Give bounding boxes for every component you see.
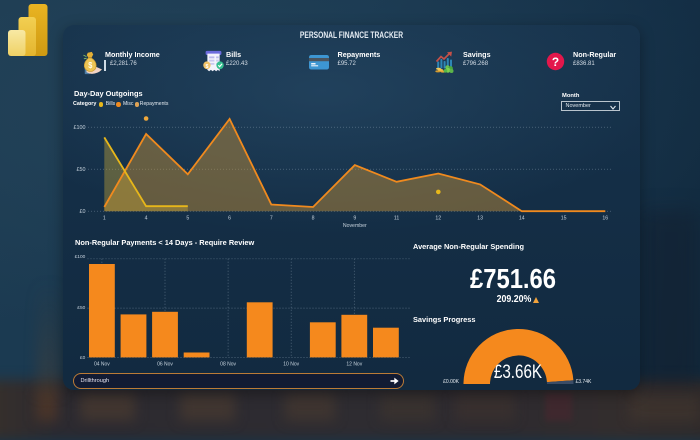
svg-text:?: ? (552, 54, 559, 68)
svg-text:6: 6 (228, 216, 231, 222)
svg-text:12: 12 (435, 216, 441, 222)
svg-text:5: 5 (186, 216, 189, 222)
svg-text:4: 4 (145, 216, 148, 222)
svg-text:$: $ (205, 63, 208, 69)
svg-text:$: $ (88, 61, 93, 70)
svg-text:8: 8 (312, 216, 315, 222)
svg-text:£0: £0 (80, 355, 86, 361)
svg-text:13: 13 (477, 216, 483, 222)
svg-text:12 Nov: 12 Nov (346, 362, 362, 368)
svg-text:9: 9 (353, 216, 356, 222)
svg-text:10 Nov: 10 Nov (283, 362, 299, 368)
svg-text:1: 1 (103, 216, 106, 222)
svg-text:14: 14 (519, 216, 525, 222)
svg-text:£50: £50 (77, 167, 86, 173)
svg-text:11: 11 (394, 216, 399, 222)
svg-text:£100: £100 (75, 254, 86, 260)
svg-text:£50: £50 (77, 305, 85, 311)
svg-text:November: November (343, 223, 367, 229)
svg-text:£0: £0 (80, 209, 86, 215)
svg-text:08 Nov: 08 Nov (220, 362, 236, 368)
svg-text:16: 16 (602, 216, 608, 222)
svg-text:15: 15 (561, 216, 567, 222)
svg-text:£100: £100 (74, 125, 86, 131)
svg-text:06 Nov: 06 Nov (157, 362, 173, 368)
svg-text:04 Nov: 04 Nov (94, 362, 110, 368)
svg-text:7: 7 (270, 216, 273, 222)
